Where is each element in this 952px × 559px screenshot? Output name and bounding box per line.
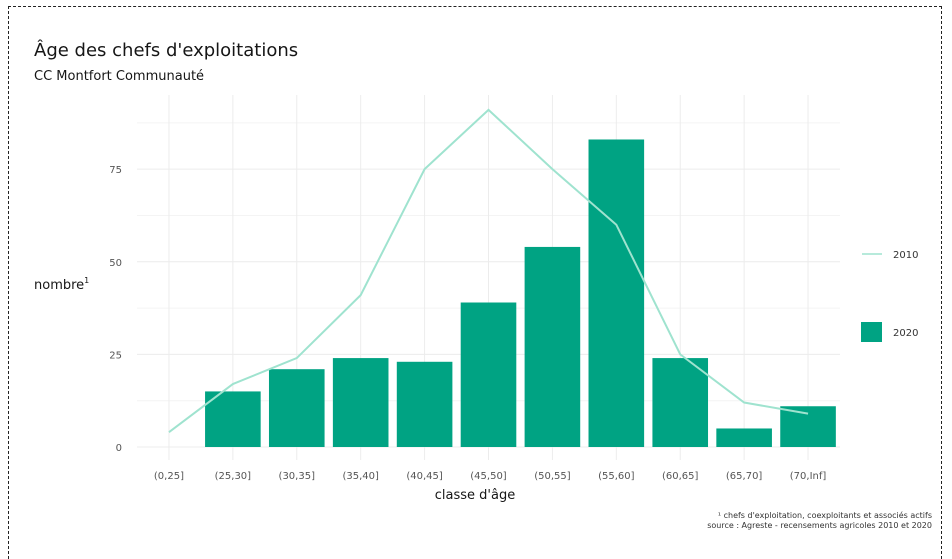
- bar-(35,40]: [332, 358, 389, 447]
- bar-(70,Inf]: [780, 406, 836, 447]
- x-tick-10: (70,Inf]: [790, 471, 827, 482]
- caption: ¹ chefs d'exploitation, coexploitants et…: [707, 510, 932, 530]
- x-tick-9: (65,70]: [726, 471, 763, 482]
- x-tick-2: (30,35]: [279, 471, 316, 482]
- bar-(30,35]: [268, 369, 325, 447]
- chart-subtitle: CC Montfort Communauté: [34, 69, 205, 84]
- x-tick-8: (60,65]: [662, 471, 699, 482]
- bar-(45,50]: [460, 302, 517, 447]
- x-tick-4: (40,45]: [406, 471, 443, 482]
- bar-(65,70]: [716, 428, 772, 447]
- y-tick-75: 75: [109, 165, 122, 176]
- x-tick-6: (50,55]: [534, 471, 571, 482]
- legend-2010-label: 2010: [893, 250, 918, 261]
- y-tick-0: 0: [116, 443, 122, 454]
- x-tick-1: (25,30]: [215, 471, 252, 482]
- bar-(60,65]: [652, 358, 709, 447]
- y-axis-title: nombre1: [34, 276, 89, 293]
- bar-(55,60]: [588, 139, 645, 448]
- x-tick-7: (55,60]: [598, 471, 635, 482]
- x-tick-0: (0,25]: [154, 471, 184, 482]
- x-tick-5: (45,50]: [470, 471, 507, 482]
- y-tick-25: 25: [109, 350, 122, 361]
- legend: 2010 2020: [861, 250, 918, 342]
- bars-2020: [205, 139, 836, 448]
- legend-2020-key: [861, 322, 882, 342]
- y-axis-ticks: 0 25 50 75: [109, 165, 122, 454]
- x-axis-title: classe d'âge: [435, 488, 515, 503]
- chart-title: Âge des chefs d'exploitations: [34, 40, 299, 61]
- bar-(40,45]: [396, 361, 453, 447]
- caption-line-2: source : Agreste - recensements agricole…: [707, 521, 932, 530]
- caption-line-1: ¹ chefs d'exploitation, coexploitants et…: [718, 510, 932, 520]
- legend-2020-label: 2020: [893, 328, 918, 339]
- x-axis-ticks: (0,25] (25,30] (30,35] (35,40] (40,45] (45,50…: [154, 471, 826, 482]
- y-tick-50: 50: [109, 258, 122, 269]
- chart-frame: [8, 6, 942, 559]
- bar-(25,30]: [205, 391, 261, 447]
- x-tick-3: (35,40]: [342, 471, 379, 482]
- bar-(50,55]: [524, 246, 581, 447]
- line-2010: [168, 108, 809, 433]
